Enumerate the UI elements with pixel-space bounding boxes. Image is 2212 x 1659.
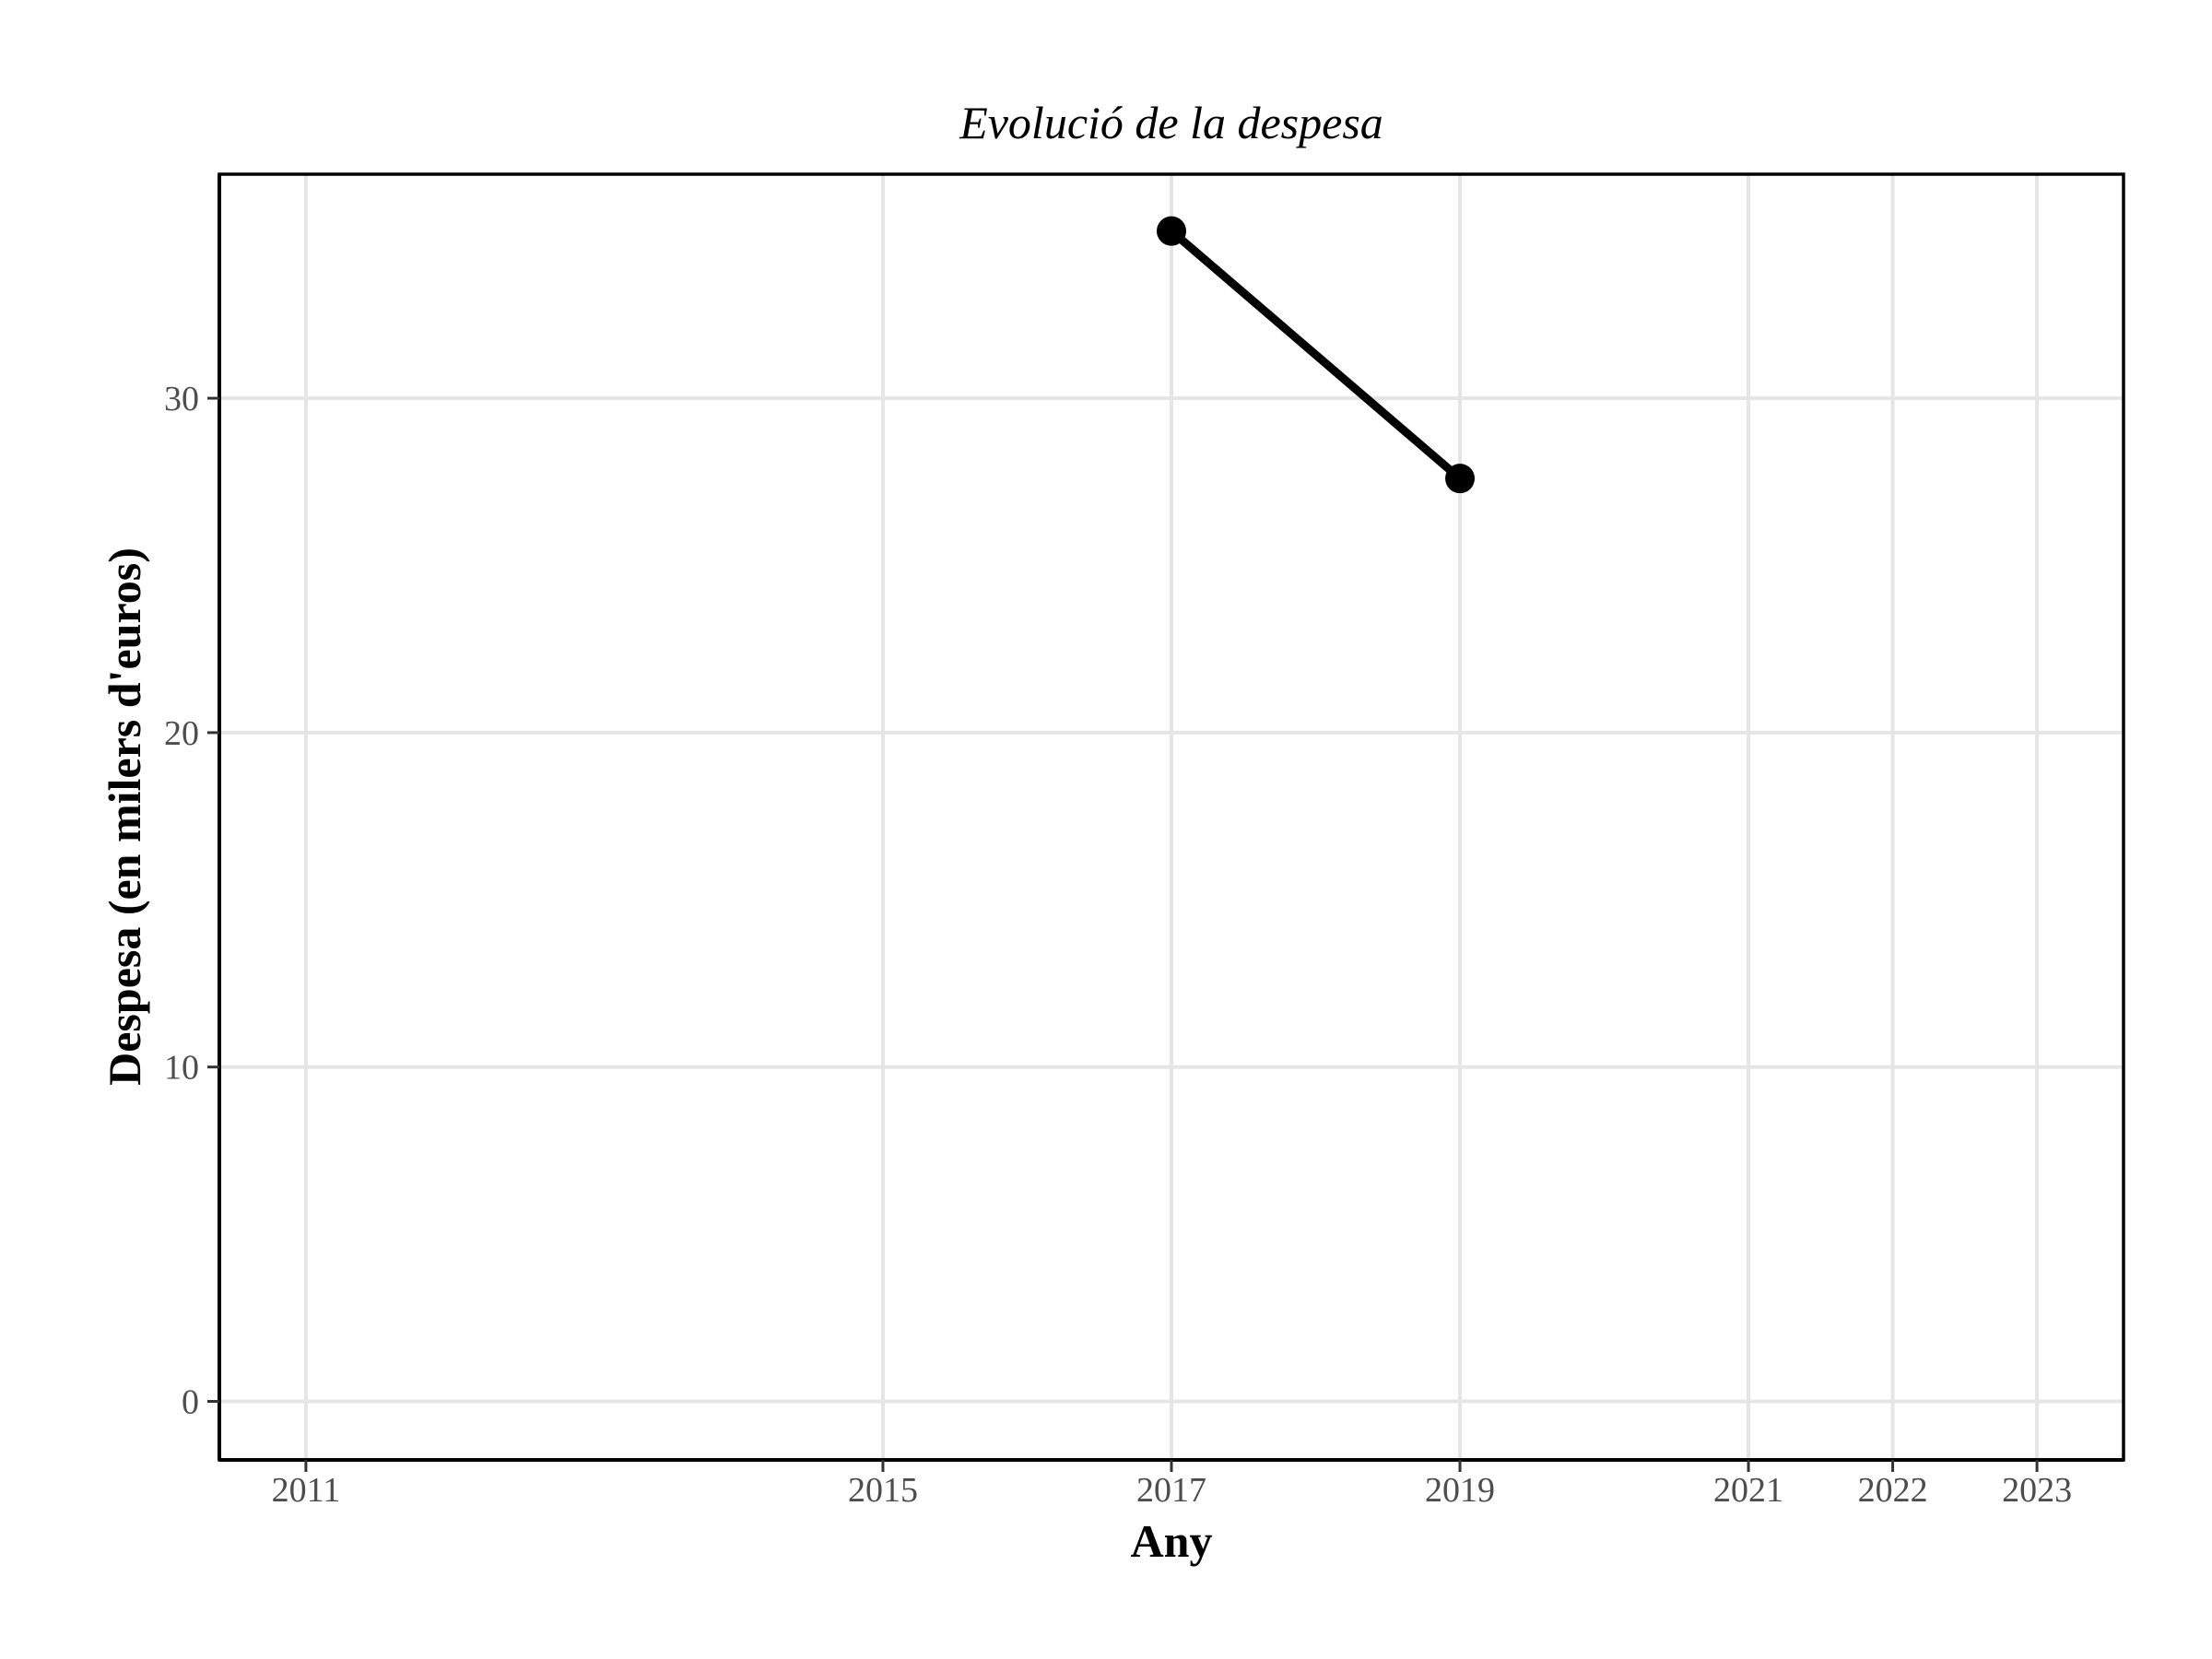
- y-tick-label: 10: [164, 1049, 199, 1088]
- series-line: [1169, 228, 1463, 482]
- x-tick-label: 2022: [1858, 1471, 1928, 1510]
- x-tick-label: 2017: [1136, 1471, 1206, 1510]
- ticks-layer: 2011 2015 2017 2019 2021 2022 2023 0 10 20 30: [164, 380, 2072, 1510]
- x-tick-label: 2021: [1713, 1471, 1783, 1510]
- x-tick-label: 2023: [2002, 1471, 2072, 1510]
- y-tick-label: 20: [164, 714, 199, 753]
- x-tick-label: 2015: [848, 1471, 918, 1510]
- y-tick-label: 30: [164, 380, 199, 418]
- x-tick-label: 2011: [272, 1471, 341, 1510]
- y-axis-label: Despesa (en milers d'euros): [99, 547, 150, 1086]
- grid-layer: [219, 174, 2124, 1460]
- data-point: [1445, 464, 1476, 494]
- x-tick-label: 2019: [1425, 1471, 1495, 1510]
- y-tick-label: 0: [182, 1383, 199, 1422]
- chart-title: Evolució de la despesa: [959, 97, 1383, 148]
- data-point: [1157, 216, 1186, 246]
- x-axis-label: Any: [1131, 1515, 1213, 1567]
- series-layer: [1157, 216, 1476, 494]
